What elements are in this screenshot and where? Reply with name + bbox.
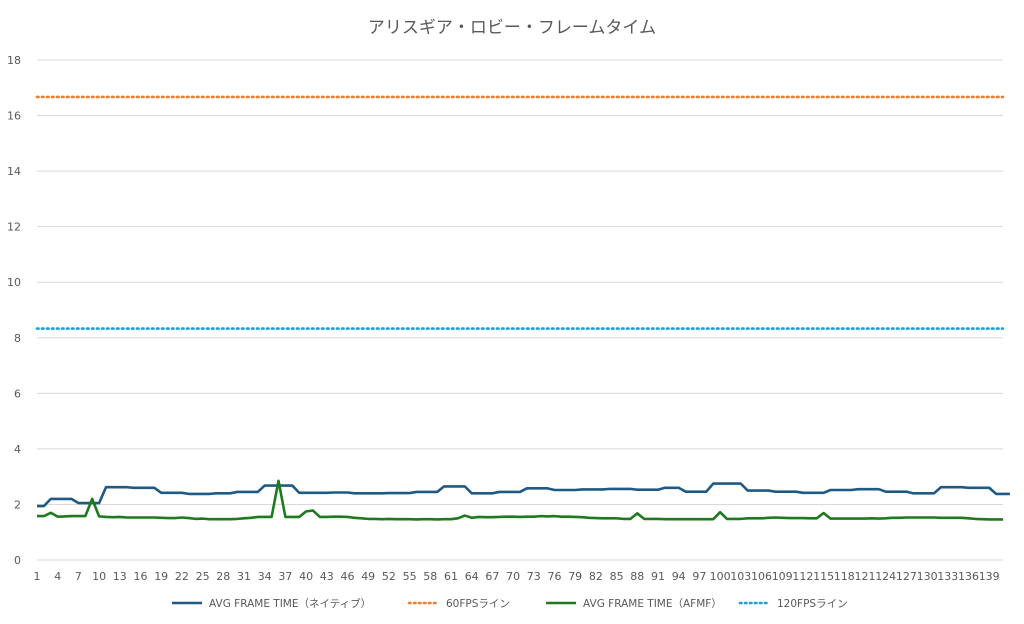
x-tick-label: 7 [75,570,82,583]
x-tick-label: 49 [361,570,375,583]
x-tick-label: 31 [237,570,251,583]
x-tick-label: 40 [299,570,313,583]
x-tick-label: 43 [320,570,334,583]
x-tick-label: 16 [134,570,148,583]
x-tick-label: 139 [979,570,1000,583]
series-lines [35,95,1010,521]
y-tick-label: 18 [7,54,21,67]
y-tick-label: 4 [14,443,21,456]
x-tick-label: 1 [34,570,41,583]
x-tick-label: 124 [875,570,896,583]
x-tick-label: 85 [610,570,624,583]
x-tick-label: 118 [834,570,855,583]
chart-title: アリスギア・ロビー・フレームタイム [368,18,656,38]
x-tick-label: 106 [751,570,772,583]
x-tick-label: 127 [896,570,917,583]
y-tick-label: 16 [7,110,21,123]
x-tick-label: 91 [651,570,665,583]
y-tick-label: 10 [7,276,21,289]
x-tick-label: 82 [589,570,603,583]
legend-label: 60FPSライン [446,598,510,610]
x-tick-label: 28 [216,570,230,583]
y-tick-label: 12 [7,221,21,234]
x-tick-label: 133 [937,570,958,583]
y-tick-label: 2 [14,498,21,511]
y-tick-label: 0 [14,554,21,567]
y-tick-label: 14 [7,165,21,178]
x-tick-label: 100 [710,570,731,583]
series-line [37,479,1003,521]
x-tick-label: 121 [855,570,876,583]
legend-label: AVG FRAME TIME（AFMF） [583,598,722,610]
x-tick-label: 130 [917,570,938,583]
x-tick-label: 19 [154,570,168,583]
x-tick-label: 25 [196,570,210,583]
x-tick-label: 67 [485,570,499,583]
x-tick-label: 109 [772,570,793,583]
gridlines [37,59,1003,561]
y-axis-ticks: 0 2 4 6 8 10 12 14 16 18 [7,54,21,567]
x-tick-label: 136 [958,570,979,583]
legend: AVG FRAME TIME（ネイティブ） 60FPSライン AVG FRAME T… [172,597,848,610]
x-tick-label: 64 [465,570,479,583]
x-tick-label: 76 [548,570,562,583]
x-tick-label: 73 [527,570,541,583]
x-tick-label: 112 [792,570,813,583]
x-tick-label: 22 [175,570,189,583]
x-tick-label: 13 [113,570,127,583]
x-tick-label: 97 [692,570,706,583]
x-tick-label: 52 [382,570,396,583]
x-tick-label: 115 [813,570,834,583]
y-tick-label: 6 [14,387,21,400]
legend-label: AVG FRAME TIME（ネイティブ） [209,597,371,610]
x-axis-ticks: 1 4 7 10 13 16 19 22 25 28 31 34 37 40 43 46 49 52 55 58 61 6… [34,570,1000,583]
x-tick-label: 10 [92,570,106,583]
x-tick-label: 58 [423,570,437,583]
x-tick-label: 79 [568,570,582,583]
x-tick-label: 37 [278,570,292,583]
x-tick-label: 34 [258,570,272,583]
x-tick-label: 70 [506,570,520,583]
y-tick-label: 8 [14,332,21,345]
x-tick-label: 61 [444,570,458,583]
legend-label: 120FPSライン [777,598,848,610]
x-tick-label: 88 [630,570,644,583]
series-line [37,482,1010,508]
x-tick-label: 46 [341,570,355,583]
x-tick-label: 55 [403,570,417,583]
x-tick-label: 94 [672,570,686,583]
x-tick-label: 4 [54,570,61,583]
x-tick-label: 103 [730,570,751,583]
